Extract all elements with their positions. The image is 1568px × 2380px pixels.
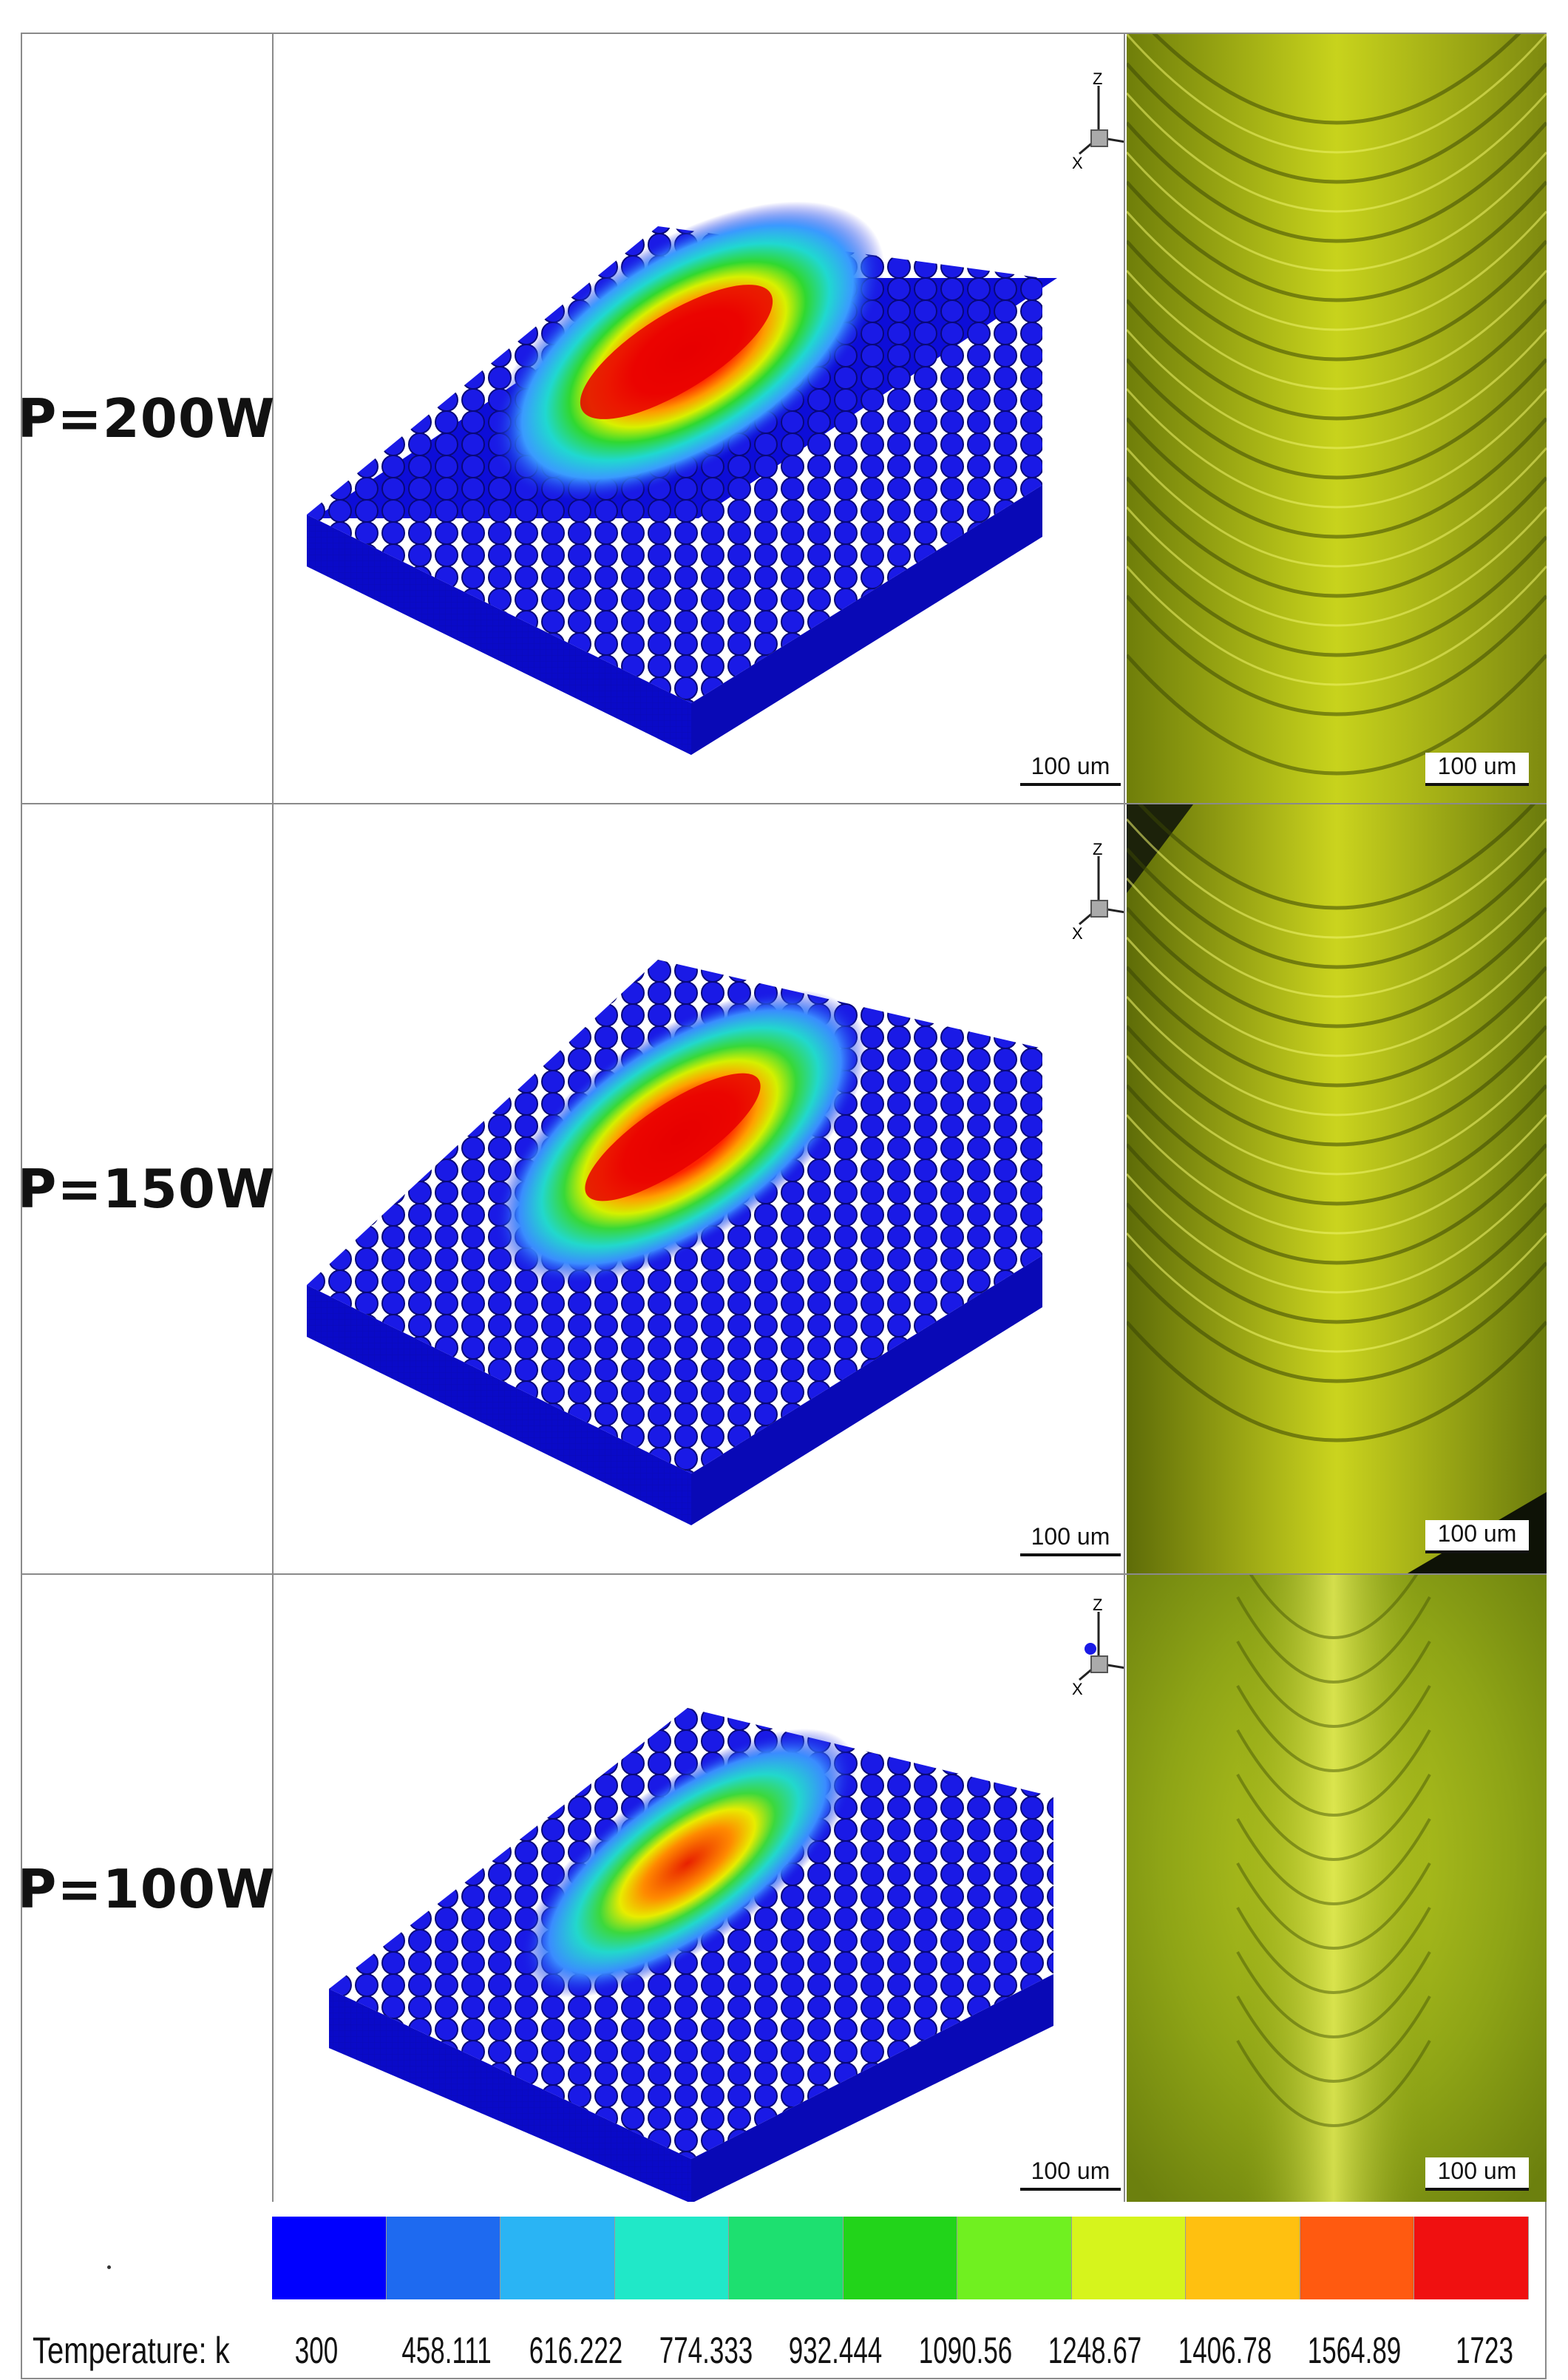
power-label-cell: P=100W	[17, 1575, 276, 2203]
temperature-legend: Temperature: k 300 458.111 616.222 774.333 9…	[21, 2202, 1547, 2379]
scale-bar: 100 um	[1425, 1520, 1529, 1553]
legend-swatch	[1186, 2217, 1300, 2299]
scale-bar-label: 100 um	[1437, 1520, 1517, 1547]
legend-ticks: 300 458.111 616.222 774.333 932.444 1090.56 12…	[272, 2329, 1529, 2373]
legend-tick-label: 1723	[1456, 2330, 1513, 2371]
legend-tick-label: 932.444	[788, 2330, 883, 2371]
legend-swatch	[1071, 2217, 1187, 2299]
simulation-image: Z Y X 100 um	[274, 804, 1125, 1573]
power-label-cell: P=200W	[17, 34, 276, 803]
legend-tick-label: 1564.89	[1308, 2330, 1402, 2371]
micrograph-image: 100 um	[1127, 804, 1547, 1573]
legend-swatch	[272, 2217, 387, 2299]
power-label: P=200W	[17, 387, 276, 450]
legend-swatch	[500, 2217, 615, 2299]
scale-bar: 100 um	[1020, 1523, 1121, 1556]
axis-x-label: X	[1072, 154, 1083, 172]
axis-triad: Z Y X	[1072, 840, 1124, 943]
legend-dot	[107, 2265, 111, 2269]
power-label: P=100W	[17, 1858, 276, 1920]
legend-tick-label: 458.111	[401, 2330, 492, 2371]
legend-swatch	[1414, 2217, 1530, 2299]
scale-bar-label: 100 um	[1437, 2157, 1517, 2184]
color-bar	[272, 2217, 1530, 2299]
legend-tick-label: 1406.78	[1178, 2330, 1272, 2371]
legend-swatch	[843, 2217, 958, 2299]
melt-track-photo	[1127, 804, 1547, 1573]
scale-bar-label: 100 um	[1437, 753, 1517, 779]
legend-tick-label: 774.333	[659, 2330, 753, 2371]
scale-bar-label: 100 um	[1031, 2157, 1110, 2184]
axis-z-label: Z	[1093, 840, 1103, 858]
legend-tick-label: 1090.56	[918, 2330, 1013, 2371]
power-label: P=150W	[17, 1158, 276, 1220]
simulation-image: Z Y X 100 um	[274, 1575, 1125, 2203]
scale-bar: 100 um	[1020, 753, 1121, 786]
legend-swatch	[729, 2217, 844, 2299]
axis-x-label: X	[1072, 924, 1083, 943]
legend-swatch	[614, 2217, 730, 2299]
scale-bar: 100 um	[1425, 753, 1529, 786]
temperature-field-render	[307, 960, 1042, 1525]
legend-title: Temperature: k	[33, 2330, 230, 2371]
temperature-field-render	[307, 201, 1057, 755]
power-label-cell: P=150W	[17, 804, 276, 1573]
axis-triad: Z Y X	[1072, 1596, 1124, 1698]
legend-tick-label: 616.222	[529, 2330, 623, 2371]
melt-track-photo	[1127, 34, 1547, 803]
scale-bar-label: 100 um	[1031, 1523, 1110, 1550]
simulation-image: Z Y X 100 um	[274, 34, 1125, 803]
legend-swatch	[386, 2217, 501, 2299]
row-p150: P=150W	[17, 803, 1547, 1573]
micrograph-image: 100 um	[1127, 34, 1547, 803]
legend-swatch	[957, 2217, 1072, 2299]
axis-triad: Z Y X	[1072, 69, 1124, 172]
scale-bar-label: 100 um	[1031, 753, 1110, 779]
row-p200: P=200W	[17, 33, 1547, 803]
axis-z-label: Z	[1093, 69, 1103, 88]
legend-tick-label: 1248.67	[1048, 2330, 1142, 2371]
melt-track-photo	[1127, 1575, 1547, 2203]
axis-z-label: Z	[1093, 1596, 1103, 1614]
temperature-field-render	[329, 1643, 1096, 2203]
row-p100: P=100W	[17, 1573, 1547, 2203]
scale-bar: 100 um	[1425, 2157, 1529, 2191]
micrograph-image: 100 um	[1127, 1575, 1547, 2203]
legend-swatch	[1300, 2217, 1415, 2299]
scale-bar: 100 um	[1020, 2157, 1121, 2191]
axis-x-label: X	[1072, 1680, 1083, 1698]
legend-tick-label: 300	[294, 2330, 339, 2371]
